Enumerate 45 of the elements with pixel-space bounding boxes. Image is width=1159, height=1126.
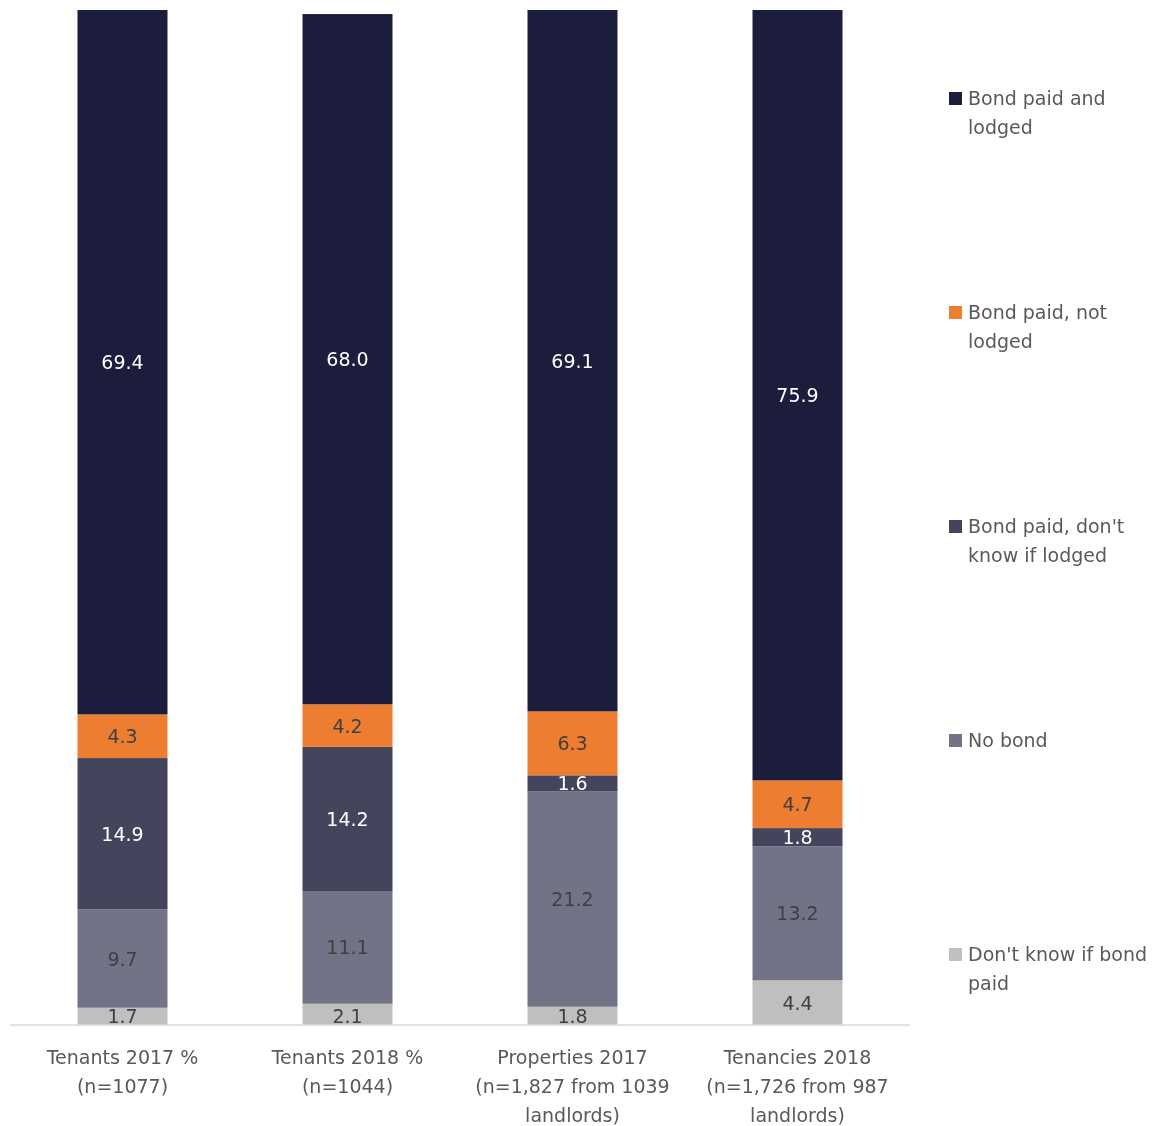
data-label: 75.9 — [776, 384, 819, 407]
legend-label: Bond paid and lodged — [968, 87, 1106, 138]
data-label: 69.1 — [551, 349, 594, 372]
data-label: 6.3 — [557, 732, 588, 755]
data-label: 11.1 — [326, 936, 369, 959]
legend-label: No bond — [968, 729, 1048, 751]
bar — [527, 791, 618, 1007]
data-label: 68.0 — [326, 348, 369, 371]
data-label: 4.4 — [782, 991, 813, 1014]
data-label: 14.9 — [101, 822, 144, 845]
bar — [77, 909, 168, 1008]
legend-label: Bond paid, not lodged — [968, 301, 1108, 352]
bar — [77, 714, 168, 759]
data-label: 1.8 — [557, 1005, 588, 1027]
bar — [527, 10, 618, 712]
bar — [752, 10, 843, 781]
x-tick-label: Tenants 2018 % (n=1044) — [270, 1046, 424, 1097]
legend-label: Bond paid, don't know if lodged — [968, 515, 1125, 566]
data-label: 2.1 — [332, 1005, 363, 1027]
data-label: 1.7 — [107, 1005, 138, 1027]
data-label: 4.3 — [107, 725, 138, 748]
bar — [302, 14, 393, 705]
bar — [77, 10, 168, 715]
bar — [302, 704, 393, 747]
data-label: 1.8 — [782, 826, 813, 849]
x-tick-label: Tenancies 2018 (n=1,726 from 987 landlords) — [706, 1046, 889, 1126]
bar — [302, 746, 393, 892]
x-tick-label: Properties 2017 (n=1,827 from 1039 landlords) — [475, 1046, 670, 1126]
bar — [752, 780, 843, 829]
bar — [752, 980, 843, 1025]
bar — [77, 758, 168, 910]
data-label: 4.7 — [782, 793, 813, 816]
bar — [527, 711, 618, 776]
bar — [752, 846, 843, 981]
bar — [527, 775, 618, 792]
x-tick-label: Tenants 2017 % (n=1077) — [45, 1046, 199, 1097]
bar — [302, 891, 393, 1004]
data-label: 4.2 — [332, 714, 363, 737]
data-label: 69.4 — [101, 351, 144, 374]
data-label: 13.2 — [776, 902, 819, 925]
data-label: 1.6 — [557, 771, 588, 794]
data-label: 21.2 — [551, 888, 594, 911]
data-label: 14.2 — [326, 807, 369, 830]
data-label: 9.7 — [107, 947, 138, 970]
legend-label: Don't know if bond paid — [968, 943, 1148, 994]
